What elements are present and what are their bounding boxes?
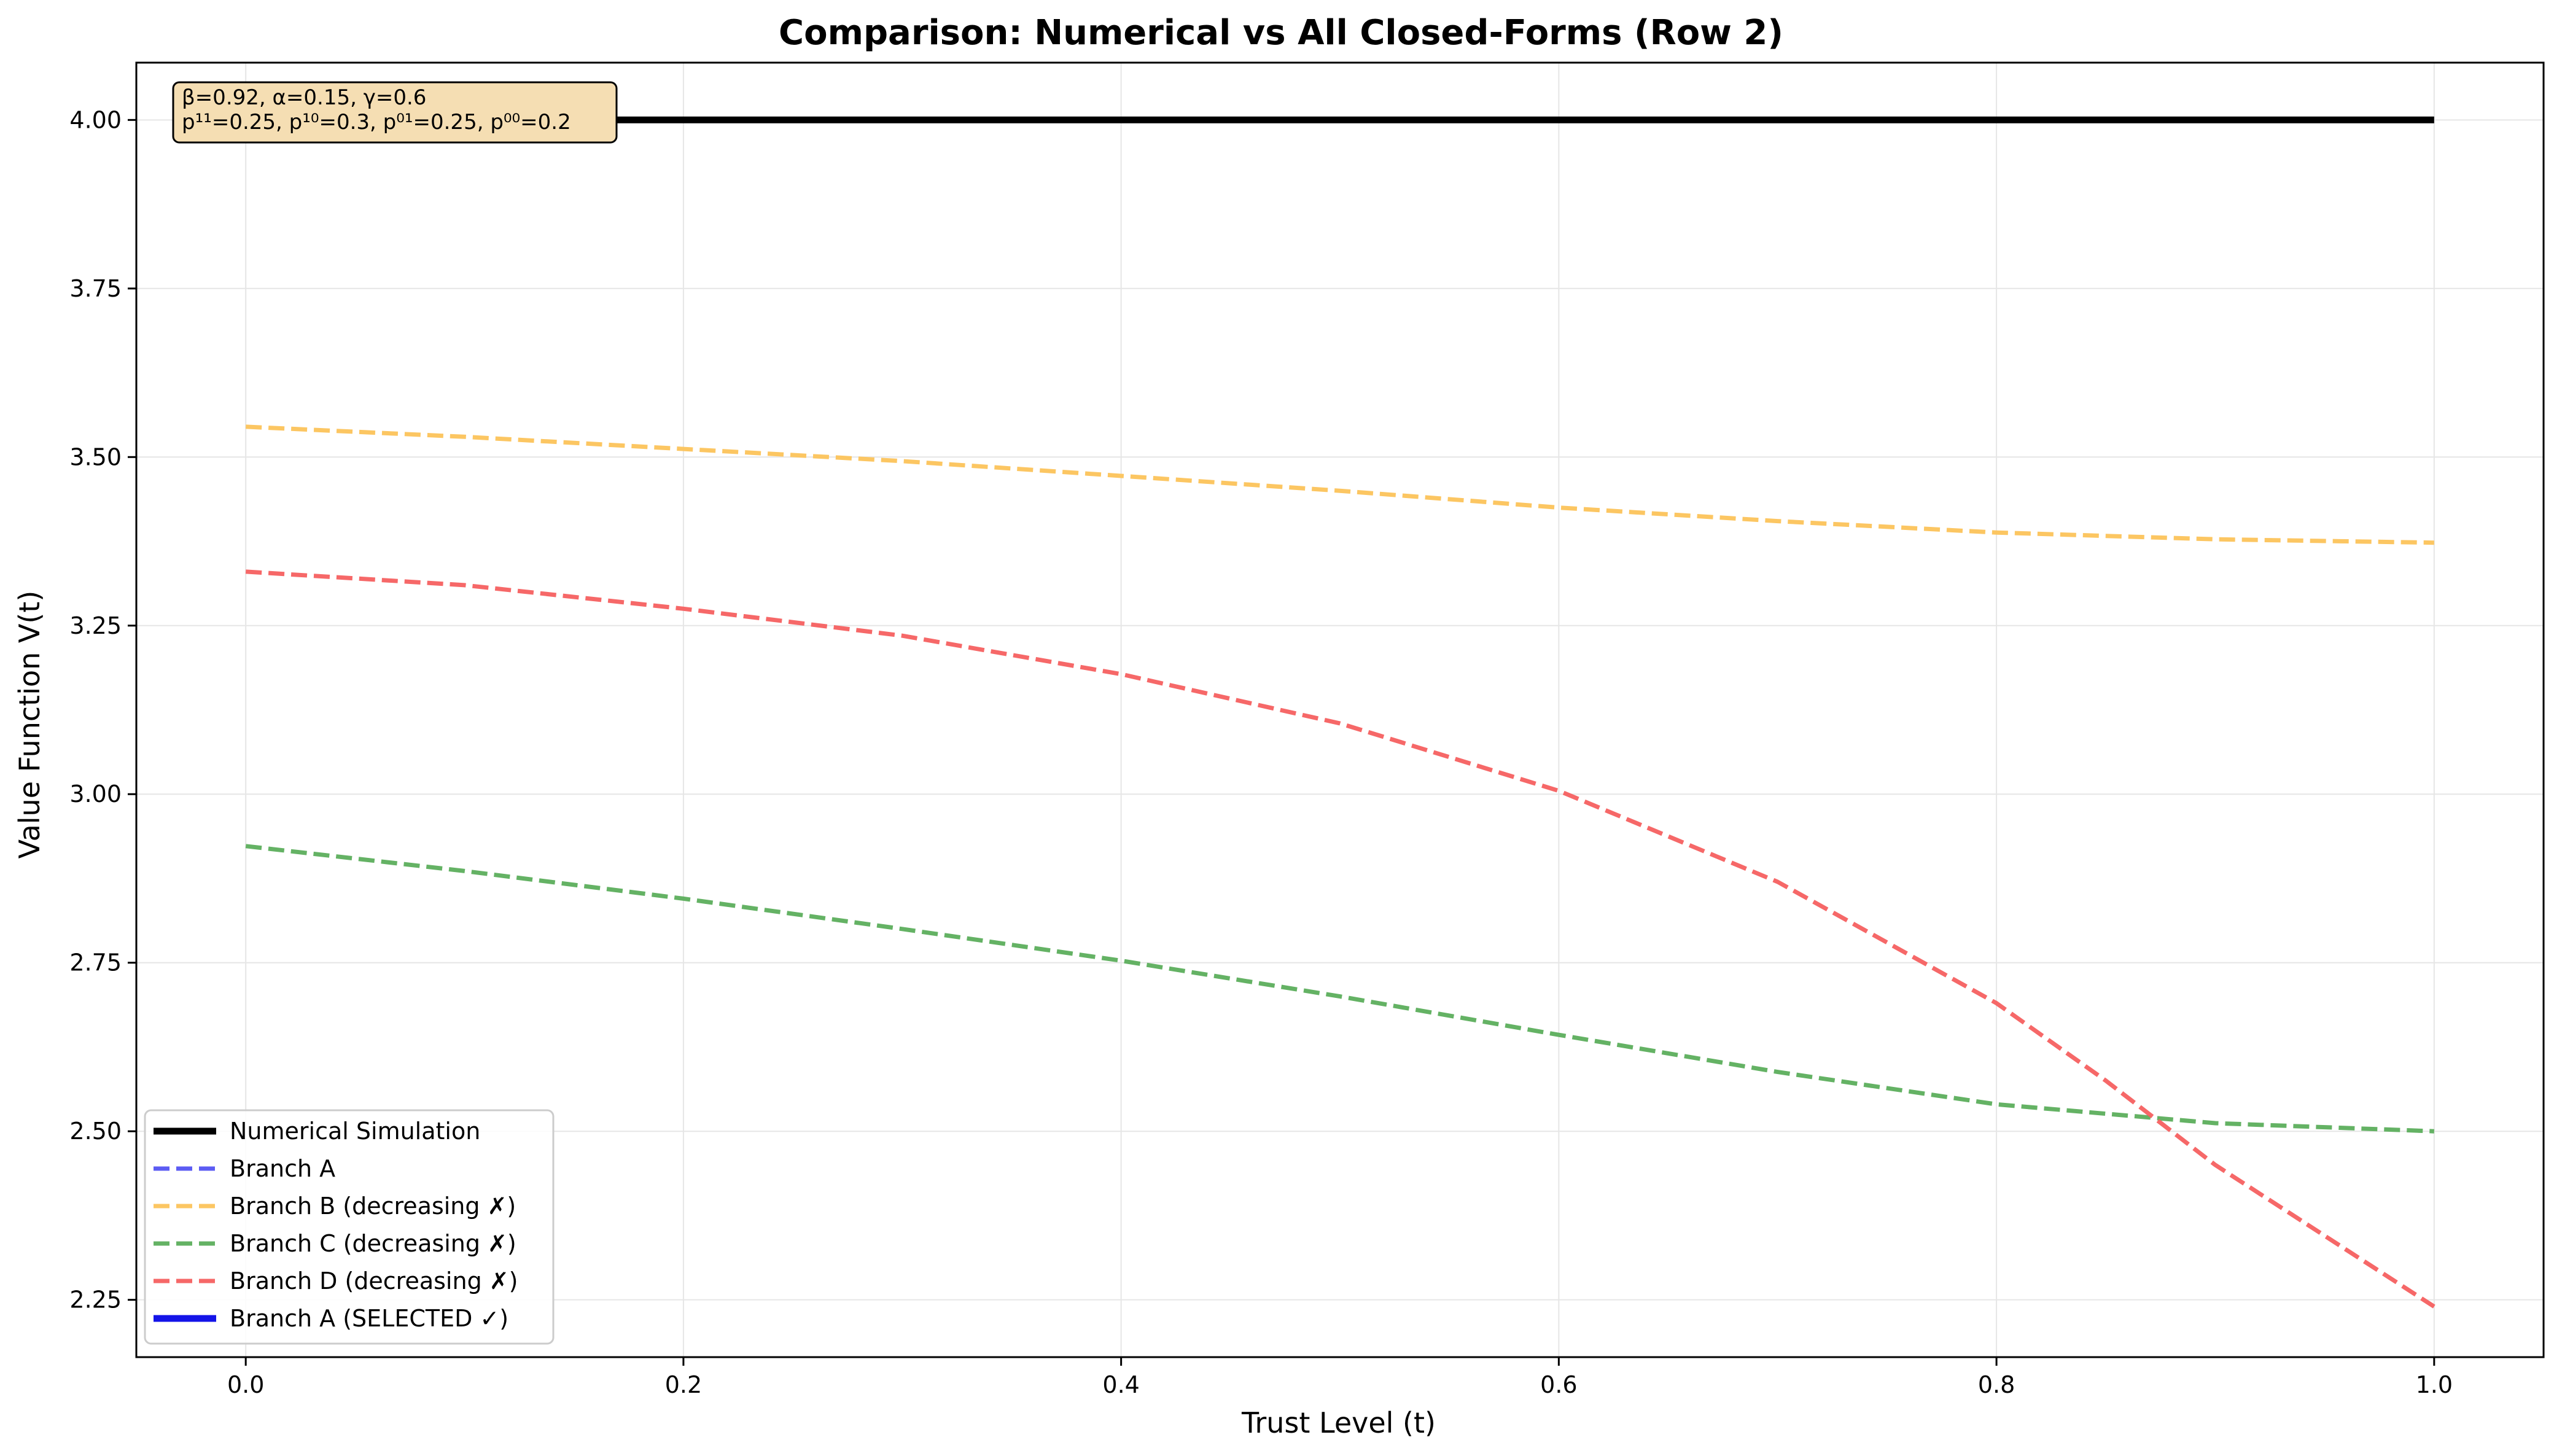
legend-label-branch-a: Branch A: [230, 1155, 335, 1182]
legend: Numerical Simulation Branch A Branch B (de…: [144, 1109, 555, 1345]
plot-frame: [135, 61, 2545, 1358]
series-line-branch-d-decreasing: [245, 569, 2435, 1309]
legend-frame: [144, 1109, 555, 1345]
x-tick-label: 0.4: [1102, 1371, 1139, 1398]
x-tick-label: 0.0: [227, 1371, 264, 1398]
y-tick-label: 4.00: [69, 106, 122, 133]
y-tick-label: 2.25: [69, 1287, 122, 1314]
legend-label-branch-d-decreasing: Branch D (decreasing ✗): [230, 1267, 518, 1294]
y-tick-label: 3.00: [69, 781, 122, 808]
chart-title: Comparison: Numerical vs All Closed-Form…: [779, 13, 1783, 53]
x-tick-label: 0.2: [665, 1371, 702, 1398]
y-axis-label: Value Function V(t): [13, 591, 46, 859]
legend-label-branch-b-decreasing: Branch B (decreasing ✗): [230, 1193, 516, 1220]
annotation-line-1: β=0.92, α=0.15, γ=0.6: [182, 85, 426, 110]
y-tick-label: 3.75: [69, 275, 122, 302]
annotation-line-2: p¹¹=0.25, p¹⁰=0.3, p⁰¹=0.25, p⁰⁰=0.2: [182, 110, 571, 134]
y-tick-label: 2.75: [69, 949, 122, 976]
axis-ticks: 0.0 0.2 0.4 0.6 0.8 1.0 2.25 2.50 2.75 3.00 3.25 3.…: [69, 106, 2453, 1398]
y-tick-label: 3.50: [69, 443, 122, 470]
x-axis-label: Trust Level (t): [1241, 1406, 1436, 1439]
x-tick-label: 0.8: [1978, 1371, 2015, 1398]
y-tick-label: 2.50: [69, 1118, 122, 1145]
series-line-branch-b-decreasing: [246, 424, 2434, 545]
series-line-branch-c-decreasing: [245, 844, 2434, 1134]
x-tick-label: 1.0: [2416, 1371, 2453, 1398]
legend-label-numerical-simulation: Numerical Simulation: [230, 1118, 480, 1145]
y-tick-label: 3.25: [69, 612, 122, 639]
x-tick-label: 0.6: [1540, 1371, 1577, 1398]
parameter-annotation: β=0.92, α=0.15, γ=0.6 p¹¹=0.25, p¹⁰=0.3,…: [172, 81, 618, 144]
legend-label-branch-c-decreasing: Branch C (decreasing ✗): [230, 1230, 516, 1257]
legend-label-branch-a-selected: Branch A (SELECTED ✓): [230, 1305, 508, 1332]
annotation-background: [172, 81, 618, 144]
